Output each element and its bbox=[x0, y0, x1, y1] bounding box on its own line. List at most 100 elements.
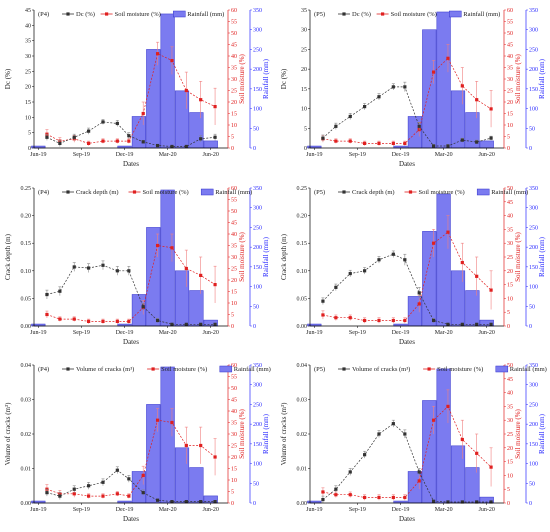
primary-point bbox=[45, 135, 49, 139]
x-tick-label: Mar-20 bbox=[159, 507, 177, 513]
y-axis-label: Dc (%) bbox=[280, 68, 288, 89]
legend-primary-marker bbox=[342, 367, 346, 371]
legend-primary-marker bbox=[66, 12, 70, 16]
primary-point bbox=[363, 269, 367, 273]
soil-moisture-point bbox=[377, 495, 381, 500]
primary-point bbox=[489, 322, 493, 326]
soil-tick-label: 5 bbox=[231, 490, 234, 496]
soil-axis-label: Soil moisture (%) bbox=[238, 53, 246, 103]
rain-tick-label: 150 bbox=[253, 442, 262, 448]
x-tick-label: Jun-19 bbox=[30, 330, 46, 336]
soil-tick-label: 25 bbox=[231, 89, 237, 95]
primary-point bbox=[431, 499, 436, 503]
soil-moisture-point bbox=[184, 443, 188, 448]
primary-point bbox=[170, 500, 174, 504]
soil-tick-label: 35 bbox=[507, 227, 513, 233]
x-axis-label: Dates bbox=[123, 338, 139, 346]
primary-point bbox=[475, 140, 479, 144]
rain-tick-label: 200 bbox=[529, 422, 538, 428]
soil-tick-label: 25 bbox=[507, 255, 513, 261]
y-tick-label: 25 bbox=[25, 69, 31, 75]
soil-tick-label: 35 bbox=[507, 66, 513, 72]
rain-tick-label: 150 bbox=[253, 87, 262, 93]
primary-point bbox=[460, 138, 464, 142]
primary-point bbox=[115, 269, 119, 273]
primary-point bbox=[431, 144, 436, 148]
legend-rain-label: Rainfall (mm) bbox=[510, 366, 547, 373]
y-tick-label: 15 bbox=[25, 100, 31, 106]
rain-axis-label: Rainfall (mm) bbox=[538, 413, 546, 454]
soil-moisture-point bbox=[460, 260, 464, 265]
rainfall-bar bbox=[146, 49, 161, 149]
rainfall-bar bbox=[131, 294, 146, 327]
soil-moisture-point bbox=[141, 473, 145, 477]
rainfall-bar bbox=[146, 227, 161, 327]
primary-point bbox=[155, 318, 160, 323]
rain-axis-label: Rainfall (mm) bbox=[262, 413, 270, 454]
rain-tick-label: 100 bbox=[253, 107, 262, 113]
y-tick-label: 45 bbox=[25, 8, 31, 14]
legend-rain-swatch bbox=[476, 188, 490, 196]
rainfall-bar bbox=[203, 140, 218, 149]
primary-point bbox=[475, 322, 479, 326]
x-tick-label: Sep-19 bbox=[73, 507, 90, 513]
legend-rain-label: Rainfall (mm) bbox=[215, 189, 252, 196]
soil-moisture-point bbox=[127, 494, 131, 498]
rain-tick-label: 300 bbox=[253, 206, 262, 212]
soil-tick-label: 0 bbox=[507, 324, 510, 330]
soil-tick-label: 15 bbox=[507, 283, 513, 289]
panel-tag: (P4) bbox=[38, 11, 49, 18]
y-tick-label: 0.03 bbox=[21, 398, 32, 404]
soil-moisture-point bbox=[334, 493, 338, 497]
y-tick-label: 0.25 bbox=[21, 186, 32, 192]
soil-axis-label: Soil moisture (%) bbox=[514, 408, 522, 458]
soil-tick-label: 5 bbox=[231, 313, 234, 319]
soil-moisture-point bbox=[170, 246, 174, 250]
x-tick-label: Jun-19 bbox=[30, 507, 46, 513]
soil-moisture-point bbox=[348, 493, 352, 497]
x-tick-label: Jun-20 bbox=[203, 507, 219, 513]
soil-tick-label: 15 bbox=[231, 290, 237, 296]
primary-point bbox=[489, 136, 493, 140]
soil-tick-label: 5 bbox=[507, 310, 510, 316]
rain-tick-label: 100 bbox=[529, 285, 538, 291]
soil-tick-label: 30 bbox=[507, 418, 513, 424]
legend-rain-swatch bbox=[449, 10, 462, 18]
primary-point bbox=[417, 124, 421, 128]
primary-point bbox=[155, 143, 160, 148]
rain-tick-label: 350 bbox=[253, 186, 262, 192]
primary-point bbox=[45, 292, 49, 297]
y-tick-label: 0.01 bbox=[297, 467, 308, 473]
soil-tick-label: 40 bbox=[507, 54, 513, 60]
primary-point bbox=[489, 500, 493, 504]
soil-moisture-point bbox=[101, 494, 105, 498]
legend-soil-marker bbox=[381, 12, 385, 16]
soil-moisture-point bbox=[391, 318, 395, 323]
rainfall-bar bbox=[422, 231, 437, 327]
soil-tick-label: 55 bbox=[231, 198, 237, 204]
rainfall-bar bbox=[189, 112, 204, 149]
rain-tick-label: 250 bbox=[529, 402, 538, 408]
soil-moisture-point bbox=[87, 141, 91, 145]
x-axis-label: Dates bbox=[399, 515, 415, 523]
rain-tick-label: 150 bbox=[529, 265, 538, 271]
soil-moisture-point bbox=[72, 492, 76, 496]
y-tick-label: 0.04 bbox=[21, 363, 32, 369]
soil-moisture-point bbox=[446, 230, 450, 234]
legend-primary-label: Dc (%) bbox=[352, 11, 371, 18]
soil-moisture-point bbox=[199, 98, 203, 102]
soil-tick-label: 35 bbox=[231, 66, 237, 72]
soil-tick-label: 60 bbox=[231, 8, 237, 14]
soil-moisture-point bbox=[87, 319, 91, 323]
y-tick-label: 0.20 bbox=[297, 214, 308, 220]
soil-tick-label: 40 bbox=[231, 54, 237, 60]
primary-point bbox=[213, 322, 217, 326]
primary-point bbox=[417, 470, 421, 474]
primary-point bbox=[127, 269, 131, 273]
y-axis-label: Dc (%) bbox=[4, 68, 12, 89]
primary-point bbox=[199, 137, 203, 141]
legend-soil-label: Soil moisture (%) bbox=[437, 366, 483, 373]
soil-moisture-point bbox=[363, 495, 367, 500]
soil-moisture-point bbox=[363, 318, 367, 323]
legend-primary-label: Volume of cracks (m³) bbox=[352, 366, 410, 373]
